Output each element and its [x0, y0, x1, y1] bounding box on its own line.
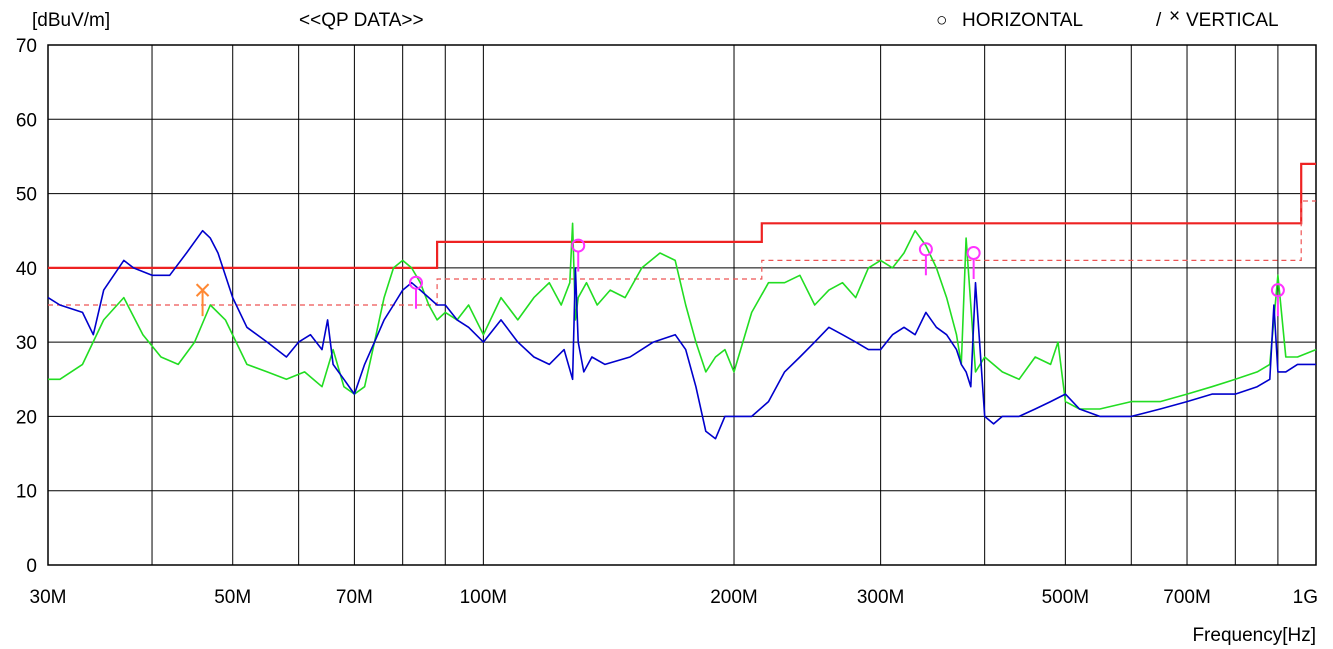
- legend-horizontal-symbol: ○: [936, 10, 947, 31]
- peak-marker: [571, 238, 586, 253]
- limit-line: [48, 162, 1316, 269]
- y-tick-label: 40: [16, 259, 37, 280]
- x-tick-label: 100M: [460, 587, 508, 608]
- chart-title: <<QP DATA>>: [299, 10, 424, 31]
- x-tick-label: 700M: [1163, 587, 1211, 608]
- peak-marker: [918, 242, 933, 257]
- legend-slash-symbol: /: [1156, 10, 1162, 31]
- x-tick-label: 1G: [1293, 587, 1318, 608]
- x-tick-label: 30M: [30, 587, 67, 608]
- x-tick-label: 50M: [214, 587, 251, 608]
- tick-labels: 0 10 20 30 40 50 60 70 30M 50M 70M 100M 200M 300M 500M…: [16, 36, 1318, 608]
- limit-margin-line: [48, 200, 1316, 306]
- peak-marker: [1270, 283, 1285, 298]
- series-layer: [47, 222, 1317, 440]
- peak-marker: [408, 275, 423, 290]
- y-tick-label: 0: [26, 556, 37, 577]
- x-tick-label: 500M: [1042, 587, 1090, 608]
- y-tick-label: 70: [16, 36, 37, 57]
- x-axis-label: Frequency[Hz]: [1192, 625, 1316, 646]
- y-tick-label: 60: [16, 110, 37, 131]
- y-tick-label: 50: [16, 185, 37, 206]
- limit-lines: [48, 162, 1316, 306]
- y-axis-unit: [dBuV/m]: [32, 10, 110, 31]
- legend-horizontal-label: HORIZONTAL: [962, 10, 1083, 31]
- series-vertical-line: [47, 229, 1316, 440]
- x-tick-label: 200M: [710, 587, 758, 608]
- x-tick-label: 300M: [857, 587, 905, 608]
- y-tick-label: 10: [16, 482, 37, 503]
- legend-vertical-symbol: ×: [1169, 6, 1180, 27]
- series-horizontal-line: [48, 222, 1317, 410]
- x-tick-label: 70M: [336, 587, 373, 608]
- y-tick-label: 20: [16, 407, 37, 428]
- peak-marker-cross: [195, 283, 210, 297]
- legend-vertical-label: VERTICAL: [1186, 10, 1279, 31]
- y-tick-label: 30: [16, 333, 37, 354]
- legend: ○ HORIZONTAL / × VERTICAL: [936, 6, 1279, 31]
- peak-marker: [966, 246, 981, 260]
- peak-markers: [195, 238, 1285, 317]
